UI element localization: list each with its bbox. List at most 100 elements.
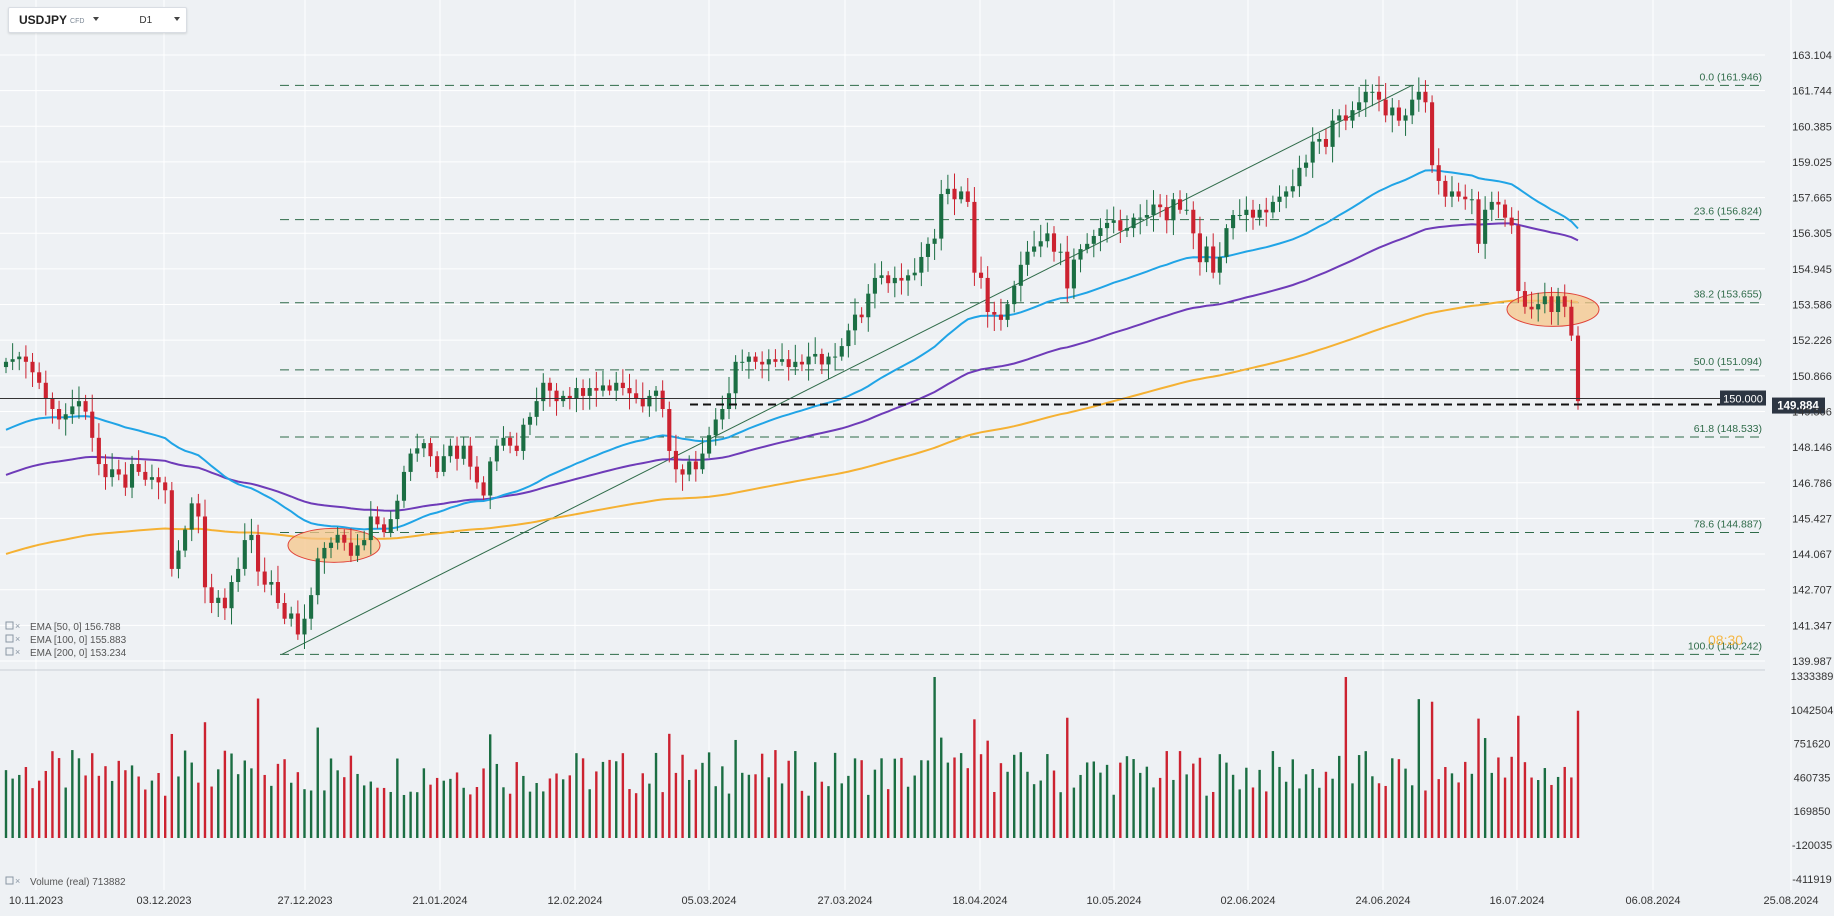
candle-body bbox=[892, 277, 897, 284]
candle-body bbox=[1350, 110, 1355, 121]
volume-bar bbox=[535, 783, 538, 838]
candle-body bbox=[879, 275, 884, 278]
volume-bar bbox=[449, 778, 452, 838]
volume-tick-label: 169850 bbox=[1794, 806, 1831, 818]
trend-lines[interactable] bbox=[281, 84, 1413, 655]
candle-body bbox=[1138, 217, 1143, 219]
volume-bar bbox=[515, 762, 518, 838]
candle-body bbox=[368, 516, 373, 541]
candle-body bbox=[939, 194, 944, 239]
fib-level-label: 38.2 (153.655) bbox=[1694, 289, 1762, 301]
volume-bar bbox=[422, 768, 426, 838]
legend-close-icon: × bbox=[15, 634, 20, 644]
candle-body bbox=[1277, 196, 1282, 202]
volume-bar bbox=[1311, 768, 1314, 838]
candle-body bbox=[183, 529, 188, 551]
candle-body bbox=[713, 419, 718, 436]
volume-bar bbox=[1218, 754, 1222, 838]
candle-body bbox=[1085, 243, 1090, 250]
volume-bar bbox=[1211, 791, 1215, 838]
volume-bar bbox=[31, 788, 34, 838]
fibonacci-retracement[interactable]: 0.0 (161.946) 23.6 (156.824) 38.2 (153.655… bbox=[280, 71, 1765, 655]
time-tick-label: 27.03.2024 bbox=[817, 895, 872, 907]
candle-body bbox=[401, 471, 407, 501]
volume-bar bbox=[1271, 751, 1275, 838]
price-axis[interactable]: 163.104 161.744 160.385 159.025 157.665 156.3… bbox=[1792, 50, 1832, 668]
fib-level-label: 78.6 (144.887) bbox=[1694, 519, 1762, 531]
volume-bar bbox=[807, 795, 810, 838]
chevron-down-icon[interactable] bbox=[93, 17, 100, 21]
volume-bar bbox=[1284, 781, 1288, 838]
volume-bar bbox=[1013, 754, 1016, 838]
candle-body bbox=[1357, 102, 1362, 111]
volume-bar bbox=[429, 784, 432, 838]
volume-bar bbox=[309, 790, 313, 838]
volume-bar bbox=[1404, 768, 1407, 838]
volume-bar bbox=[721, 766, 724, 838]
volume-bar bbox=[230, 753, 233, 838]
candle-body bbox=[149, 477, 154, 480]
price-tick-label: 146.786 bbox=[1792, 478, 1832, 490]
volume-bar bbox=[588, 789, 591, 838]
volume-bar bbox=[528, 791, 532, 838]
price-tick-label: 161.744 bbox=[1792, 86, 1832, 98]
candle-body bbox=[819, 353, 824, 365]
volume-bar bbox=[256, 698, 260, 838]
ema-200-line bbox=[5, 299, 1579, 555]
legend-settings-icon bbox=[5, 876, 14, 885]
volume-bar bbox=[263, 774, 266, 838]
volume-bar bbox=[760, 753, 764, 838]
volume-bar bbox=[44, 770, 47, 838]
price-tick-label: 160.385 bbox=[1792, 121, 1832, 133]
candle-body bbox=[116, 469, 121, 475]
volume-bar bbox=[276, 763, 280, 838]
candle-body bbox=[236, 568, 241, 583]
candle-body bbox=[1158, 204, 1163, 208]
candle-body bbox=[382, 524, 387, 533]
symbol-name[interactable]: USDJPY bbox=[19, 13, 68, 27]
volume-bar bbox=[1537, 780, 1540, 838]
volume-bar bbox=[482, 768, 485, 838]
candle-body bbox=[992, 312, 997, 315]
time-axis[interactable]: 10.11.2023 03.12.2023 27.12.2023 21.01.2024… bbox=[9, 895, 1819, 907]
volume-bar bbox=[1066, 717, 1069, 838]
chevron-down-icon[interactable] bbox=[174, 17, 181, 21]
volume-bar bbox=[674, 772, 678, 838]
candle-body bbox=[627, 388, 632, 394]
candle-body bbox=[83, 401, 88, 412]
candle-body bbox=[978, 272, 984, 278]
volume-bar bbox=[1172, 779, 1175, 838]
candle-body bbox=[1237, 215, 1242, 217]
price-tick-label: 149.506 bbox=[1792, 406, 1832, 418]
volume-bar bbox=[867, 794, 870, 838]
candle-body bbox=[786, 359, 791, 368]
candle-body bbox=[1151, 204, 1156, 216]
volume-bar bbox=[986, 740, 989, 838]
volume-bar bbox=[157, 773, 160, 838]
volume-legend[interactable]: × Volume (real) 713882 bbox=[5, 876, 126, 888]
price-tick-label: 159.025 bbox=[1792, 157, 1832, 169]
instrument-type: CFD bbox=[70, 18, 85, 25]
volume-bar bbox=[1576, 710, 1580, 838]
volume-bar bbox=[1278, 766, 1281, 838]
candle-body bbox=[846, 330, 851, 347]
volume-bar bbox=[296, 772, 300, 838]
indicator-legend[interactable]: × EMA [50, 0] 156.788 × EMA [100, 0] 155.88… bbox=[5, 621, 127, 659]
candle-body bbox=[196, 503, 201, 517]
volume-bar bbox=[1192, 763, 1195, 838]
candle-body bbox=[919, 256, 924, 273]
candle-body bbox=[302, 618, 307, 635]
price-line-tag bbox=[1720, 390, 1766, 406]
volume-bar bbox=[144, 789, 147, 838]
price-tick-label: 144.067 bbox=[1792, 549, 1832, 561]
volume-bar bbox=[1397, 759, 1401, 838]
candle-body bbox=[998, 314, 1003, 320]
time-tick-label: 06.08.2024 bbox=[1625, 895, 1680, 907]
volume-bar bbox=[966, 768, 969, 838]
candle-body bbox=[1177, 199, 1183, 210]
volume-bar bbox=[1059, 792, 1062, 838]
candle-body bbox=[1383, 99, 1388, 116]
symbol-toolbar[interactable]: USDJPY CFD D1 bbox=[8, 7, 187, 33]
timeframe-selector[interactable]: D1 bbox=[139, 14, 153, 26]
